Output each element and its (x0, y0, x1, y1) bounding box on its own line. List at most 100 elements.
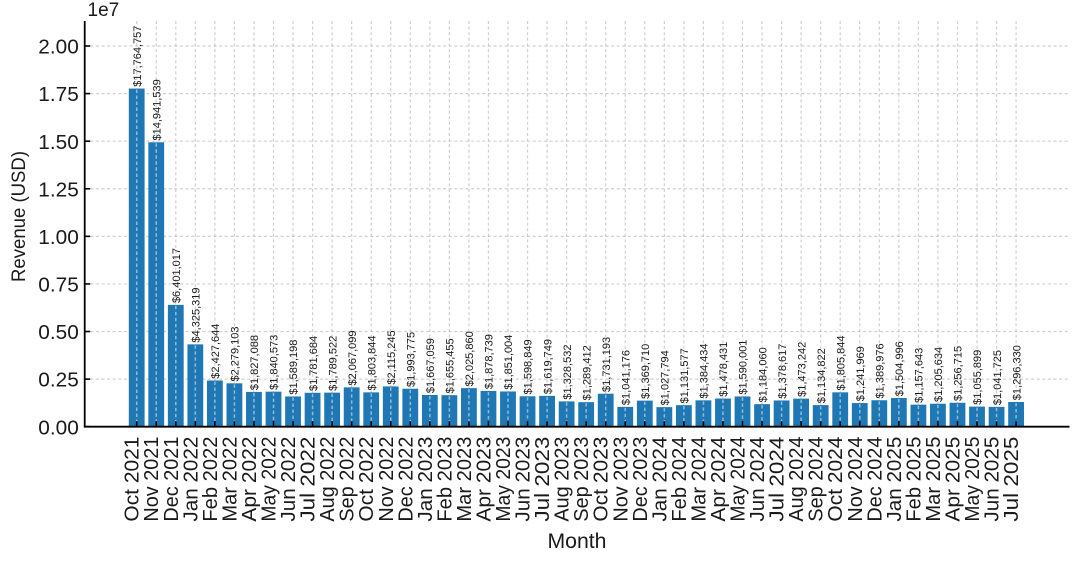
svg-text:$1,389,976: $1,389,976 (875, 343, 887, 398)
svg-text:$1,041,176: $1,041,176 (620, 350, 632, 405)
svg-text:$2,025,860: $2,025,860 (464, 331, 476, 386)
svg-text:Mar 2025: Mar 2025 (922, 437, 945, 522)
svg-text:Nov 2022: Nov 2022 (375, 437, 398, 522)
svg-text:Oct 2024: Oct 2024 (824, 437, 847, 522)
svg-text:Jun 2024: Jun 2024 (746, 437, 769, 522)
svg-text:Mar 2022: Mar 2022 (218, 437, 241, 522)
svg-text:$1,655,455: $1,655,455 (445, 338, 457, 393)
svg-text:Sep 2024: Sep 2024 (805, 437, 828, 522)
svg-text:Jun 2023: Jun 2023 (512, 437, 535, 522)
svg-text:$2,115,245: $2,115,245 (386, 330, 398, 384)
svg-text:Apr 2022: Apr 2022 (238, 437, 261, 522)
svg-text:$1,473,242: $1,473,242 (796, 342, 808, 397)
svg-text:$1,328,532: $1,328,532 (562, 345, 574, 400)
svg-text:0.50: 0.50 (38, 321, 79, 344)
svg-text:$1,384,434: $1,384,434 (699, 343, 711, 398)
svg-text:Nov 2021: Nov 2021 (140, 437, 163, 522)
svg-text:Feb 2023: Feb 2023 (433, 437, 456, 522)
svg-text:$1,781,684: $1,781,684 (308, 336, 320, 391)
svg-text:$17,764,757: $17,764,757 (132, 26, 144, 87)
svg-text:Aug 2022: Aug 2022 (316, 437, 339, 522)
svg-text:Oct 2023: Oct 2023 (590, 437, 613, 522)
svg-text:$1,590,001: $1,590,001 (738, 340, 750, 395)
svg-text:$1,041,725: $1,041,725 (992, 350, 1004, 405)
svg-text:May 2023: May 2023 (492, 437, 515, 522)
svg-text:Feb 2025: Feb 2025 (902, 437, 925, 522)
svg-text:Sep 2022: Sep 2022 (336, 437, 359, 522)
svg-text:$1,055,899: $1,055,899 (972, 350, 984, 405)
svg-text:Revenue (USD): Revenue (USD) (9, 151, 30, 282)
svg-text:Feb 2024: Feb 2024 (668, 437, 691, 522)
svg-text:Oct 2022: Oct 2022 (355, 437, 378, 522)
svg-text:Dec 2021: Dec 2021 (160, 437, 183, 522)
svg-text:$1,027,794: $1,027,794 (660, 350, 672, 405)
svg-text:Mar 2023: Mar 2023 (453, 437, 476, 522)
svg-text:1e7: 1e7 (88, 0, 120, 21)
svg-text:$1,840,573: $1,840,573 (269, 335, 281, 390)
svg-text:$1,134,822: $1,134,822 (816, 348, 828, 403)
svg-text:$2,279,103: $2,279,103 (230, 326, 242, 381)
svg-text:Jan 2023: Jan 2023 (414, 437, 437, 522)
svg-text:$1,619,749: $1,619,749 (542, 339, 554, 394)
svg-text:Dec 2022: Dec 2022 (394, 437, 417, 522)
svg-text:Jan 2024: Jan 2024 (648, 437, 671, 522)
svg-text:Sep 2023: Sep 2023 (570, 437, 593, 522)
svg-text:Apr 2023: Apr 2023 (472, 437, 495, 522)
svg-text:Oct 2021: Oct 2021 (121, 437, 144, 522)
svg-text:Jan 2025: Jan 2025 (883, 437, 906, 522)
svg-text:Jul 2022: Jul 2022 (297, 437, 320, 522)
svg-text:0.25: 0.25 (38, 369, 79, 392)
svg-text:$6,401,017: $6,401,017 (171, 248, 183, 303)
svg-text:$1,993,775: $1,993,775 (405, 332, 417, 387)
svg-text:$2,427,644: $2,427,644 (210, 324, 222, 379)
svg-text:Aug 2024: Aug 2024 (785, 437, 808, 522)
svg-text:$1,803,844: $1,803,844 (366, 335, 378, 390)
svg-text:May 2025: May 2025 (961, 437, 984, 522)
svg-text:May 2024: May 2024 (727, 437, 750, 522)
svg-text:Aug 2023: Aug 2023 (551, 437, 574, 522)
svg-text:$1,289,412: $1,289,412 (581, 345, 593, 400)
svg-text:Nov 2024: Nov 2024 (844, 437, 867, 522)
svg-text:$1,131,577: $1,131,577 (679, 348, 691, 403)
svg-text:$1,878,739: $1,878,739 (484, 334, 496, 389)
svg-text:$1,296,330: $1,296,330 (1011, 345, 1023, 400)
svg-text:$1,731,193: $1,731,193 (601, 337, 613, 392)
svg-text:$2,067,099: $2,067,099 (347, 330, 359, 385)
svg-text:$1,851,004: $1,851,004 (503, 335, 515, 390)
svg-text:$1,369,710: $1,369,710 (640, 344, 652, 399)
svg-text:$1,589,198: $1,589,198 (288, 340, 300, 395)
svg-text:$1,378,617: $1,378,617 (777, 344, 789, 399)
svg-text:2.00: 2.00 (38, 36, 79, 59)
svg-text:$1,256,715: $1,256,715 (953, 346, 965, 401)
svg-text:Nov 2023: Nov 2023 (609, 437, 632, 522)
svg-text:$1,184,060: $1,184,060 (757, 347, 769, 402)
svg-text:Feb 2022: Feb 2022 (199, 437, 222, 522)
svg-text:$1,157,643: $1,157,643 (914, 348, 926, 403)
svg-text:$4,325,319: $4,325,319 (191, 288, 203, 343)
svg-text:Jan 2022: Jan 2022 (179, 437, 202, 522)
svg-text:Dec 2023: Dec 2023 (629, 437, 652, 522)
svg-text:$1,478,431: $1,478,431 (718, 342, 730, 397)
svg-text:$1,241,969: $1,241,969 (855, 346, 867, 401)
svg-text:0.75: 0.75 (38, 274, 79, 297)
svg-text:Mar 2024: Mar 2024 (687, 437, 710, 522)
svg-text:Jul 2024: Jul 2024 (766, 437, 789, 522)
svg-text:1.00: 1.00 (38, 226, 79, 249)
svg-text:$1,805,844: $1,805,844 (835, 335, 847, 390)
svg-text:$14,941,539: $14,941,539 (151, 79, 163, 140)
svg-text:0.00: 0.00 (38, 416, 79, 439)
svg-text:Jun 2022: Jun 2022 (277, 437, 300, 522)
svg-text:Jun 2025: Jun 2025 (981, 437, 1004, 522)
svg-text:Jul 2023: Jul 2023 (531, 437, 554, 522)
svg-text:Dec 2024: Dec 2024 (863, 437, 886, 522)
svg-text:$1,789,522: $1,789,522 (327, 336, 339, 391)
svg-text:Apr 2025: Apr 2025 (941, 437, 964, 522)
svg-text:1.50: 1.50 (38, 131, 79, 154)
svg-text:$1,598,849: $1,598,849 (523, 339, 535, 394)
svg-text:1.75: 1.75 (38, 83, 79, 106)
svg-text:1.25: 1.25 (38, 178, 79, 201)
svg-text:Jul 2025: Jul 2025 (1000, 437, 1023, 522)
svg-text:May 2022: May 2022 (258, 437, 281, 522)
svg-text:Apr 2024: Apr 2024 (707, 437, 730, 522)
svg-text:$1,827,088: $1,827,088 (249, 335, 261, 390)
